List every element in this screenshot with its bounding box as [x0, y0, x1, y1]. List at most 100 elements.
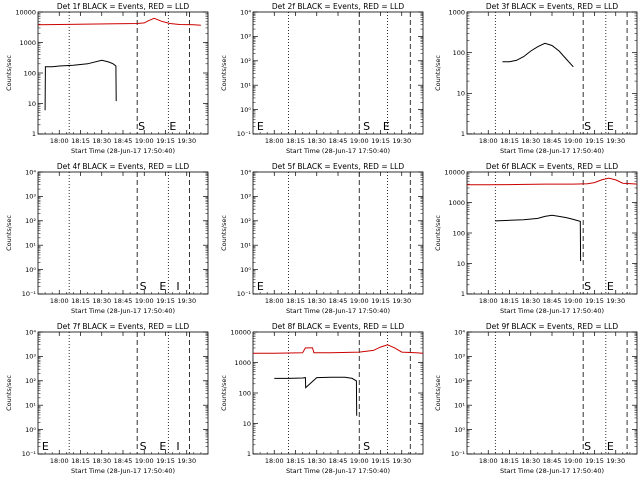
x-tick-label: 18:45	[329, 297, 348, 305]
x-tick-label: 18:45	[114, 457, 133, 465]
event-marker-label: S	[140, 280, 147, 293]
x-tick-label: 18:45	[114, 137, 133, 145]
axes-frame	[466, 11, 638, 135]
y-tick-label: 10³	[25, 353, 36, 361]
y-tick-label: 100	[24, 69, 36, 77]
y-axis-label: Counts/sec	[220, 375, 228, 411]
y-tick-label: 1	[247, 450, 251, 458]
x-tick-label: 18:30	[521, 297, 540, 305]
event-marker-label: S	[363, 120, 370, 133]
y-tick-label: 10⁻¹	[237, 130, 252, 138]
events-series-line	[502, 42, 574, 68]
event-marker-label: E	[159, 440, 166, 453]
y-tick-label: 10³	[25, 193, 36, 201]
x-tick-label: 18:30	[92, 297, 111, 305]
x-axis-label: Start Time (28-Jun-17 17:50:40)	[500, 307, 604, 315]
event-marker-label: E	[169, 120, 176, 133]
x-tick-label: 18:15	[71, 457, 90, 465]
event-marker-label: S	[140, 440, 147, 453]
y-tick-label: 100	[239, 389, 251, 397]
panel-title: Det 7f BLACK = Events, RED = LLD	[57, 322, 190, 331]
y-tick-label: 10⁴	[240, 168, 251, 176]
y-axis-label: Counts/sec	[434, 215, 442, 251]
y-tick-label: 10²	[25, 377, 36, 385]
axes-frame	[37, 171, 209, 295]
event-marker-label: E	[607, 120, 614, 133]
event-marker-label: E	[159, 280, 166, 293]
x-tick-label: 18:45	[543, 297, 562, 305]
y-axis-label: Counts/sec	[434, 375, 442, 411]
x-tick-label: 18:45	[543, 457, 562, 465]
x-tick-label: 18:15	[286, 137, 305, 145]
x-tick-label: 18:45	[114, 297, 133, 305]
x-tick-label: 19:30	[177, 297, 196, 305]
x-tick-label: 19:15	[585, 137, 604, 145]
x-tick-label: 18:15	[500, 137, 519, 145]
y-tick-label: 10²	[454, 377, 465, 385]
event-marker-label: S	[363, 440, 370, 453]
panel-8: Det 8f BLACK = Events, RED = LLD 1 10 100 10…	[220, 322, 424, 475]
y-tick-label: 10⁰	[454, 426, 465, 434]
y-tick-label: 10	[457, 90, 465, 98]
y-tick-label: 1	[32, 130, 36, 138]
x-tick-label: 19:30	[392, 297, 411, 305]
x-tick-label: 19:15	[585, 457, 604, 465]
y-tick-label: 10¹	[25, 402, 36, 410]
y-tick-label: 1000	[19, 39, 36, 47]
y-tick-label: 10²	[25, 217, 36, 225]
x-tick-label: 18:30	[92, 457, 111, 465]
y-tick-label: 10⁴	[25, 168, 36, 176]
x-tick-label: 18:15	[500, 297, 519, 305]
x-tick-label: 18:00	[265, 137, 284, 145]
x-tick-label: 18:15	[286, 457, 305, 465]
panel-title: Det 3f BLACK = Events, RED = LLD	[486, 2, 619, 11]
y-axis-label: Counts/sec	[5, 55, 13, 91]
x-tick-label: 19:00	[564, 457, 583, 465]
x-tick-label: 18:00	[50, 457, 69, 465]
panel-5: Det 5f BLACK = Events, RED = LLD 10⁻¹ 10⁰ 1…	[220, 162, 424, 315]
y-tick-label: 1000	[448, 8, 465, 16]
event-marker-label: S	[584, 120, 591, 133]
x-tick-label: 18:45	[543, 137, 562, 145]
x-tick-label: 19:15	[585, 297, 604, 305]
y-tick-label: 10000	[15, 8, 36, 16]
y-tick-label: 10⁴	[25, 328, 36, 336]
x-tick-label: 18:00	[479, 297, 498, 305]
event-marker-label: E	[607, 440, 614, 453]
panel-2: Det 2f BLACK = Events, RED = LLD 10⁻¹ 10⁰ 1…	[220, 2, 424, 155]
axes-frame	[252, 11, 424, 135]
x-axis-label: Start Time (28-Jun-17 17:50:40)	[286, 147, 390, 155]
y-tick-label: 10	[457, 260, 465, 268]
event-marker-label: E	[42, 440, 49, 453]
panel-title: Det 9f BLACK = Events, RED = LLD	[486, 322, 619, 331]
y-tick-label: 1000	[234, 359, 251, 367]
axes-frame	[466, 171, 638, 295]
y-axis-label: Counts/sec	[5, 215, 13, 251]
x-tick-label: 19:30	[392, 137, 411, 145]
panel-6: Det 6f BLACK = Events, RED = LLD 1 10 100 10…	[434, 162, 638, 315]
y-tick-label: 10²	[240, 217, 251, 225]
y-tick-label: 10⁰	[240, 106, 251, 114]
x-tick-label: 19:15	[156, 297, 175, 305]
y-tick-label: 10³	[240, 33, 251, 41]
events-series-line	[495, 214, 582, 262]
x-tick-label: 19:00	[135, 137, 154, 145]
x-tick-label: 18:30	[521, 137, 540, 145]
x-tick-label: 19:15	[371, 137, 390, 145]
event-marker-label: S	[584, 280, 591, 293]
y-tick-label: 10²	[240, 57, 251, 65]
x-tick-label: 19:15	[156, 457, 175, 465]
panel-title: Det 8f BLACK = Events, RED = LLD	[272, 322, 405, 331]
x-axis-label: Start Time (28-Jun-17 17:50:40)	[71, 467, 175, 475]
x-tick-label: 19:30	[606, 457, 625, 465]
y-axis-label: Counts/sec	[5, 375, 13, 411]
y-tick-label: 1	[461, 130, 465, 138]
x-tick-label: 19:15	[156, 137, 175, 145]
panel-7: Det 7f BLACK = Events, RED = LLD 10⁻¹ 10⁰ 1…	[5, 322, 209, 475]
y-tick-label: 10⁻¹	[237, 290, 252, 298]
x-tick-label: 18:00	[50, 137, 69, 145]
event-marker-label: I	[176, 280, 179, 293]
x-tick-label: 19:00	[350, 137, 369, 145]
x-tick-label: 18:45	[329, 457, 348, 465]
